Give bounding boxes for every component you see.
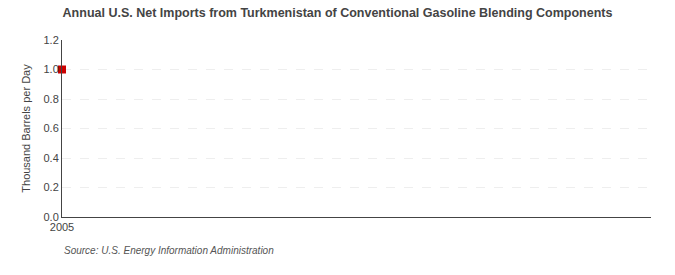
svg-text:0.6: 0.6 bbox=[44, 122, 59, 134]
svg-text:Thousand Barrels per Day: Thousand Barrels per Day bbox=[20, 64, 32, 193]
svg-text:1.2: 1.2 bbox=[44, 34, 59, 46]
svg-text:0.8: 0.8 bbox=[44, 93, 59, 105]
svg-text:0.2: 0.2 bbox=[44, 181, 59, 193]
svg-text:0.0: 0.0 bbox=[44, 211, 59, 223]
svg-text:1.0: 1.0 bbox=[44, 63, 59, 75]
svg-text:Annual U.S. Net Imports from T: Annual U.S. Net Imports from Turkmenista… bbox=[63, 6, 613, 20]
svg-text:Source: U.S. Energy Informatio: Source: U.S. Energy Information Administ… bbox=[64, 245, 274, 256]
svg-text:0.4: 0.4 bbox=[44, 152, 59, 164]
svg-text:2005: 2005 bbox=[50, 221, 74, 233]
